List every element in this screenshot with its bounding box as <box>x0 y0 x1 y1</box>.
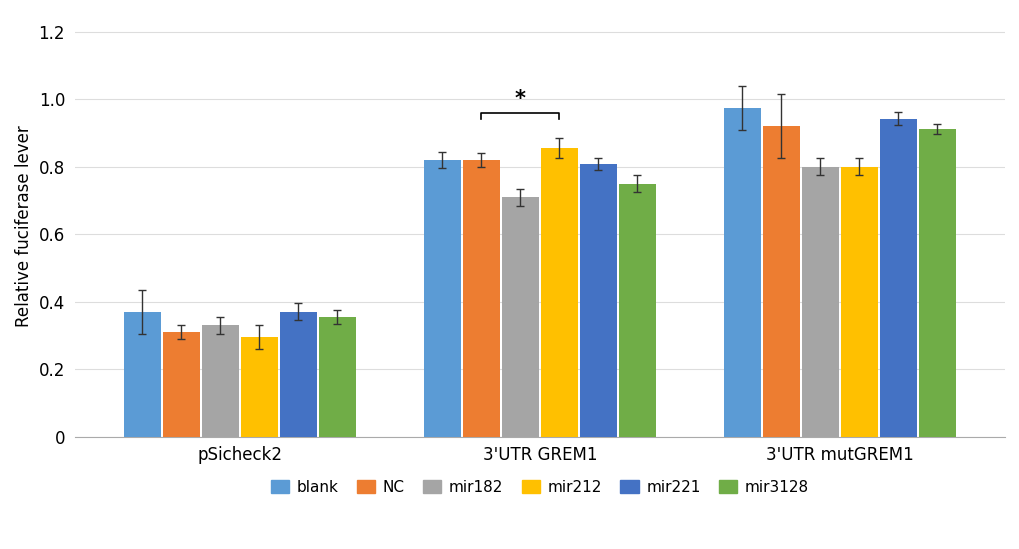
Bar <box>762 126 799 436</box>
Bar <box>723 108 760 436</box>
Bar <box>463 160 499 436</box>
Bar <box>619 183 655 436</box>
Bar <box>840 167 877 436</box>
Bar <box>424 160 461 436</box>
Bar <box>501 197 538 436</box>
Bar <box>279 312 317 436</box>
Bar <box>202 325 238 436</box>
Bar <box>918 129 955 436</box>
Bar <box>123 312 161 436</box>
Bar <box>801 167 839 436</box>
Bar <box>240 337 277 436</box>
Bar <box>319 317 356 436</box>
Y-axis label: Relative fuciferase lever: Relative fuciferase lever <box>15 125 33 327</box>
Text: *: * <box>515 89 526 109</box>
Bar <box>580 164 616 436</box>
Bar <box>163 332 200 436</box>
Bar <box>879 119 916 436</box>
Legend: blank, NC, mir182, mir212, mir221, mir3128: blank, NC, mir182, mir212, mir221, mir31… <box>264 474 814 501</box>
Bar <box>540 148 578 436</box>
